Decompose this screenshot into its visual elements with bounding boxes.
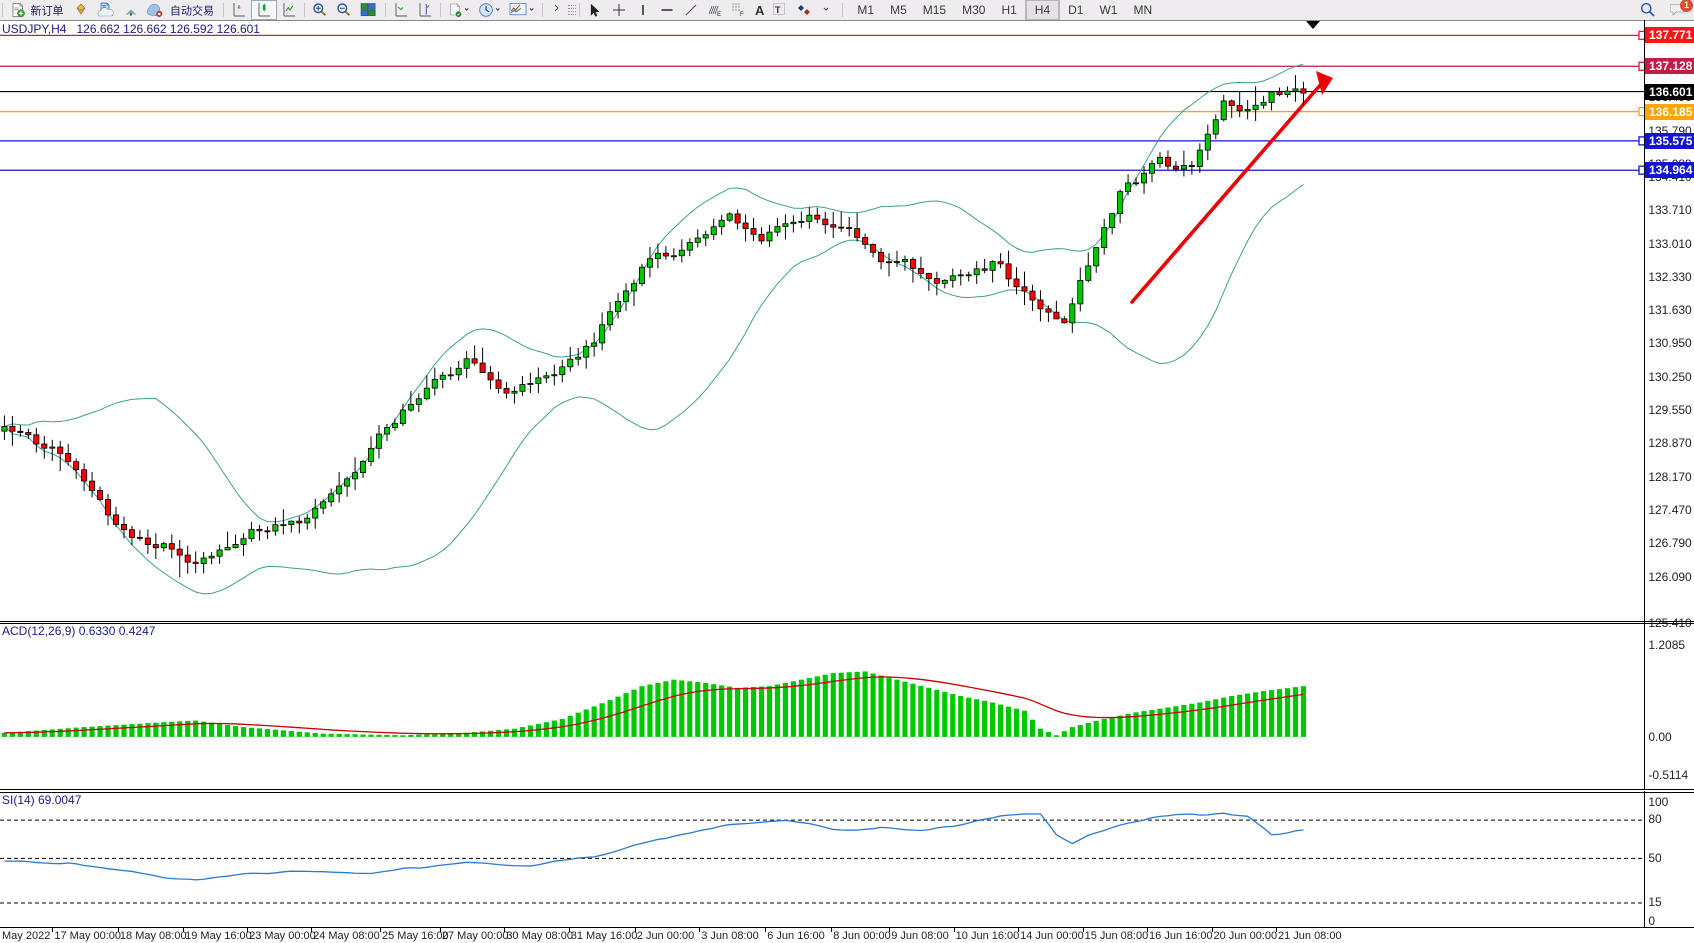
svg-text:E: E bbox=[717, 12, 721, 18]
svg-text:T: T bbox=[775, 5, 781, 15]
svg-text:F: F bbox=[740, 12, 744, 18]
